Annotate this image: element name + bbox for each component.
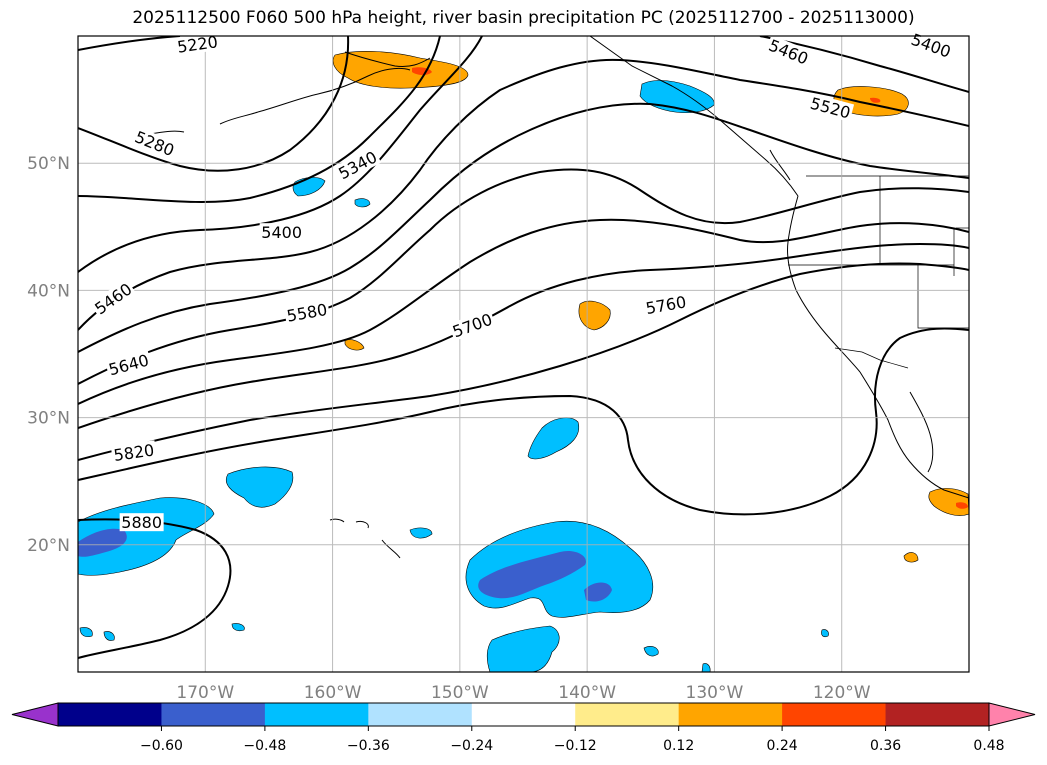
lon-label-1: 160°W: [304, 683, 362, 703]
contour-5820: [78, 327, 969, 516]
lat-label-2: 30°N: [27, 409, 70, 429]
colorbar-label-2: −0.36: [347, 738, 390, 754]
colorbar-swatch-3: [264, 703, 369, 726]
map-frame: [77, 35, 970, 673]
colorbar-swatch-1: [58, 703, 162, 726]
contour-5280: [78, 36, 350, 172]
colorbar-label-6: 0.24: [767, 738, 798, 754]
contour-5700: [78, 242, 969, 429]
precip-patch-dot-4: [231, 623, 245, 632]
colorbar-label-4: −0.12: [554, 738, 597, 754]
colorbar-swatch-9: [885, 703, 990, 726]
precip-patch-dot-3: [103, 631, 115, 641]
precip-patch-west-core: [78, 528, 127, 557]
contour-label-10: 5880: [119, 513, 164, 532]
contour-label-6: 5640: [105, 350, 153, 379]
colorbar-label-1: −0.48: [243, 738, 286, 754]
gridlines: [78, 36, 969, 672]
precip-patch-small-2: [354, 198, 371, 208]
lat-label-0: 50°N: [27, 154, 70, 174]
colorbar-swatch-7: [678, 703, 783, 726]
contour-5760: [78, 262, 969, 461]
contour-5400-east: [759, 36, 969, 93]
precip-patch-dot-2: [79, 627, 93, 638]
contour-5520: [78, 102, 969, 353]
colorbar-label-7: 0.36: [870, 738, 901, 754]
lon-labels: 170°W 160°W 150°W 140°W 130°W 120°W: [176, 683, 870, 703]
lon-label-5: 120°W: [813, 683, 871, 703]
contour-5340: [78, 36, 441, 203]
lat-label-1: 40°N: [27, 281, 70, 301]
precip-patch-small-orange: [344, 339, 365, 351]
precip-patch-dot-1: [409, 527, 433, 539]
lon-label-4: 130°W: [686, 683, 744, 703]
page-title: 2025112500 F060 500 hPa height, river ba…: [132, 8, 915, 28]
svg-text:5400: 5400: [261, 223, 302, 242]
precip-patch-west: [78, 497, 215, 576]
precip-patch-mexico-core: [956, 502, 968, 509]
contour-5220: [78, 36, 181, 51]
colorbar-swatch-6: [575, 703, 680, 726]
precip-patch-alaska: [332, 51, 469, 89]
precip-patch-large-core: [478, 550, 586, 599]
precip-patch-canada-core: [870, 97, 881, 103]
height-contours: [78, 36, 969, 659]
precip-patch-dot-6: [821, 629, 829, 638]
svg-text:5880: 5880: [121, 513, 162, 532]
colorbar-swatch-8: [782, 703, 887, 726]
precip-patch-12n: [486, 625, 560, 672]
colorbar-swatch-2: [161, 703, 266, 726]
colorbar-frame: [57, 702, 990, 727]
colorbar: −0.60 −0.48 −0.36 −0.24 −0.12 0.12 0.24 0.36 0.4…: [11, 702, 1036, 754]
lat-labels: 50°N 40°N 30°N 20°N: [27, 154, 70, 556]
contour-5460: [78, 58, 969, 331]
colorbar-swatch-5: [471, 703, 576, 726]
colorbar-label-3: −0.24: [450, 738, 493, 754]
lat-label-3: 20°N: [27, 536, 70, 556]
colorbar-extend-left: [11, 702, 59, 727]
colorbar-label-5: 0.12: [663, 738, 694, 754]
precip-patch-dot-5: [643, 646, 659, 657]
lon-label-3: 140°W: [558, 683, 616, 703]
precip-patch-mexico-small: [903, 552, 919, 563]
colorbar-extend-right: [988, 702, 1036, 727]
precip-patch-dot-7: [701, 663, 711, 672]
contour-5640: [78, 218, 969, 405]
precip-patch-large-core-2: [584, 582, 612, 602]
lon-label-2: 150°W: [431, 683, 489, 703]
lon-label-0: 170°W: [176, 683, 234, 703]
precip-patch-165w: [225, 466, 294, 508]
colorbar-label-0: −0.60: [140, 738, 183, 754]
contour-5580: [78, 168, 969, 385]
colorbar-swatch-4: [368, 703, 473, 726]
colorbar-label-8: 0.48: [973, 738, 1004, 754]
contour-label-3: 5400: [259, 223, 304, 242]
